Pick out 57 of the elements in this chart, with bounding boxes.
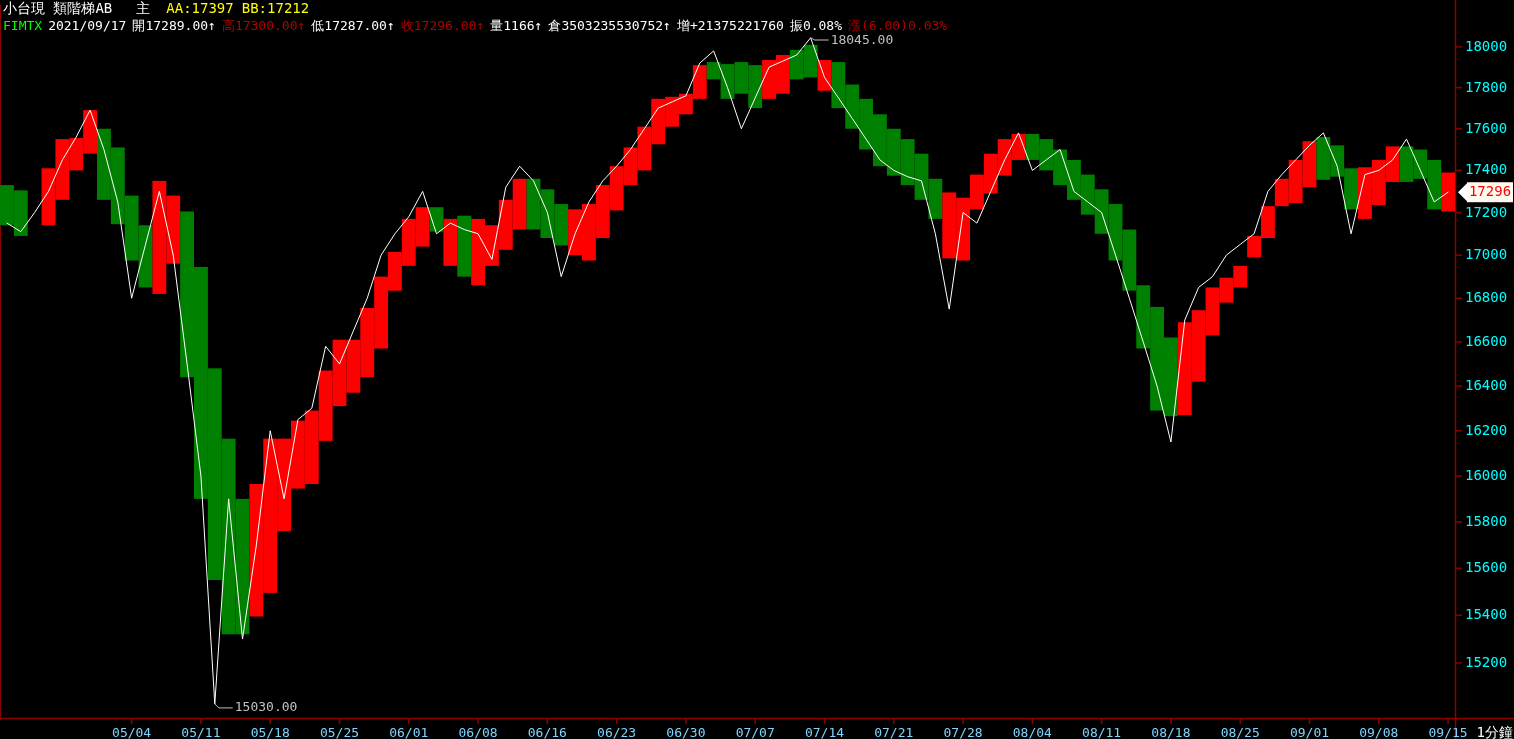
annotation: FIMTX (3, 17, 43, 33)
annotation: 高17300.00↑ (221, 17, 306, 33)
annotation: 低17287.00↑ (311, 17, 395, 33)
y-tick-label: 16200 (1465, 421, 1508, 438)
y-tick-label: 16800 (1465, 289, 1508, 306)
annotation: 18045.00 (830, 31, 894, 47)
annotation: 量1166↑ (490, 17, 543, 33)
y-tick-label: 15400 (1465, 606, 1508, 623)
x-tick-label: 05/18 (250, 724, 290, 739)
y-tick-label: 18000 (1465, 37, 1508, 54)
y-tick-label: 15200 (1465, 653, 1508, 670)
x-tick-label: 05/25 (319, 724, 360, 739)
x-tick-label: 08/18 (1151, 724, 1191, 739)
annotation: BB:17212 (241, 0, 310, 16)
bar (457, 215, 472, 277)
annotation: 15030.00 (234, 699, 298, 715)
x-tick-label: 09/15 (1428, 724, 1468, 739)
y-tick-label: 16400 (1465, 377, 1508, 394)
y-tick-label: 17400 (1465, 161, 1508, 178)
x-tick-label: 06/08 (458, 724, 498, 739)
x-tick-label: 07/07 (735, 724, 775, 739)
y-tick-label: 16000 (1465, 467, 1508, 484)
bar (443, 218, 458, 266)
annotation: 收17296.00↑ (400, 17, 485, 33)
y-tick-label: 17800 (1465, 78, 1508, 95)
y-tick-label: 17200 (1465, 203, 1508, 220)
y-tick-label: 17600 (1465, 119, 1508, 136)
text: 17296 (1468, 183, 1512, 200)
y-tick-label: 16600 (1465, 332, 1508, 349)
annotation: 倉3503235530752↑ (548, 17, 671, 33)
x-tick-label: 07/28 (943, 724, 983, 739)
annotation: 開17289.00↑ (132, 17, 216, 33)
x-tick-label: 09/08 (1359, 724, 1399, 739)
annotation: 振0.08% (789, 17, 843, 33)
annotation: 主 (136, 0, 151, 16)
chart-title: 小台現 類階梯AB (3, 0, 113, 16)
annotation: 2021/09/17 (48, 17, 127, 33)
x-tick-label: 05/04 (112, 724, 152, 739)
x-tick-label: 06/23 (597, 724, 637, 739)
x-tick-label: 06/16 (527, 724, 567, 739)
x-tick-label: 06/30 (666, 724, 706, 739)
annotation: AA:17397 (166, 0, 234, 16)
x-tick-label: 06/01 (389, 724, 429, 739)
annotation: 增+21375221760 (675, 17, 784, 33)
y-tick-label: 15800 (1465, 512, 1508, 529)
bar (1441, 172, 1455, 212)
text: 1分鐘 (1476, 724, 1513, 739)
x-tick-label: 09/01 (1289, 724, 1330, 739)
x-tick-label: 05/11 (181, 724, 221, 739)
x-tick-label: 08/04 (1012, 724, 1053, 739)
x-tick-label: 07/21 (874, 724, 914, 739)
annotation: 漲(6.00)0.03% (848, 17, 948, 33)
x-tick-label: 08/25 (1220, 724, 1260, 739)
y-tick-label: 15600 (1465, 559, 1508, 576)
y-tick-label: 17000 (1465, 246, 1508, 263)
x-tick-label: 07/14 (804, 724, 845, 739)
x-tick-label: 08/11 (1082, 724, 1122, 739)
